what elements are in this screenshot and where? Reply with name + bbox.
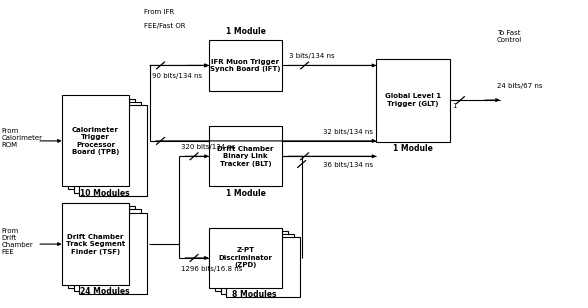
Text: 1 Module: 1 Module (226, 189, 265, 198)
Bar (62, 95, 129, 186)
Bar (209, 40, 282, 91)
Text: 32 bits/134 ns: 32 bits/134 ns (323, 129, 373, 136)
Bar (79, 105, 147, 196)
Bar (226, 237, 300, 297)
Bar (74, 209, 141, 291)
Text: 24 bits/67 ns: 24 bits/67 ns (497, 83, 542, 89)
Bar (74, 102, 141, 192)
Bar (220, 234, 294, 294)
Bar (68, 99, 135, 189)
Text: Z-PT
Discriminator
(ZPD): Z-PT Discriminator (ZPD) (219, 247, 272, 269)
Text: 8 Modules: 8 Modules (232, 290, 276, 299)
Text: IFR Muon Trigger
Synch Board (IFT): IFR Muon Trigger Synch Board (IFT) (211, 59, 280, 72)
Bar (209, 228, 282, 288)
Text: Calorimeter
Trigger
Processor
Board (TPB): Calorimeter Trigger Processor Board (TPB… (72, 127, 119, 155)
Text: 36 bits/134 ns: 36 bits/134 ns (323, 162, 373, 168)
Text: From
Calorimeter
ROM: From Calorimeter ROM (1, 128, 42, 148)
Text: Drift Chamber
Binary Link
Tracker (BLT): Drift Chamber Binary Link Tracker (BLT) (218, 146, 273, 167)
Text: 1 Module: 1 Module (226, 27, 265, 36)
Bar (209, 126, 282, 186)
Text: 1 Module: 1 Module (393, 144, 433, 153)
Bar (68, 206, 135, 288)
Text: 90 bits/134 ns: 90 bits/134 ns (152, 73, 202, 79)
Text: 1296 bits/16.8 ns: 1296 bits/16.8 ns (181, 265, 242, 272)
Text: 10 Modules: 10 Modules (79, 189, 129, 198)
Text: 320 bits/134 ns: 320 bits/134 ns (181, 144, 236, 150)
Bar (376, 59, 450, 142)
Text: Global Level 1
Trigger (GLT): Global Level 1 Trigger (GLT) (385, 93, 441, 107)
Bar (62, 203, 129, 285)
Text: 1: 1 (452, 103, 457, 109)
Text: Drift Chamber
Track Segment
Finder (TSF): Drift Chamber Track Segment Finder (TSF) (66, 233, 125, 255)
Bar (79, 213, 147, 294)
Text: 24 Modules: 24 Modules (79, 287, 129, 296)
Text: 3 bits/134 ns: 3 bits/134 ns (289, 53, 335, 59)
Text: From IFR: From IFR (144, 9, 174, 15)
Text: To Fast
Control: To Fast Control (497, 30, 522, 43)
Text: FEE/Fast OR: FEE/Fast OR (144, 23, 186, 29)
Text: From
Drift
Chamber
FEE: From Drift Chamber FEE (1, 228, 33, 254)
Bar (215, 231, 288, 291)
